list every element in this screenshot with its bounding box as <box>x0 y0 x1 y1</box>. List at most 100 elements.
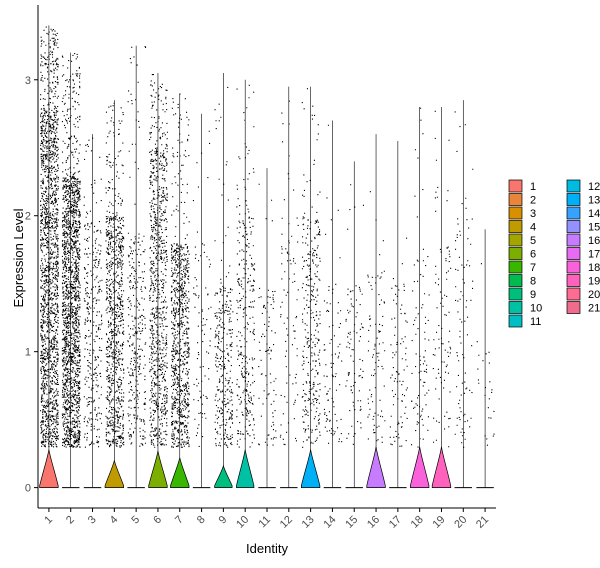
legend-item-6: 6 <box>508 247 536 261</box>
points-cluster-5 <box>127 46 147 447</box>
legend-label: 20 <box>588 289 600 301</box>
legend-label: 8 <box>530 276 536 288</box>
legend-item-17: 17 <box>566 247 600 261</box>
x-tick-label: 5 <box>129 514 142 527</box>
x-tick-label: 1 <box>42 514 55 527</box>
legend-swatch <box>508 274 523 287</box>
x-tick-label: 13 <box>300 514 317 531</box>
points-cluster-17 <box>389 237 408 447</box>
x-tick-label: 10 <box>234 514 251 531</box>
x-tick-label: 18 <box>409 514 426 531</box>
points-4 <box>105 102 125 448</box>
points-cluster-8 <box>192 130 212 447</box>
legend-item-15: 15 <box>566 220 600 234</box>
points-6 <box>149 74 168 448</box>
legend-label: 1 <box>530 181 536 193</box>
legend-item-5: 5 <box>508 233 536 247</box>
legend-item-19: 19 <box>566 274 600 288</box>
legend-swatch <box>566 206 581 220</box>
x-tick-label: 21 <box>474 514 491 531</box>
legend-label: 13 <box>588 195 600 207</box>
legend-label: 9 <box>530 289 536 301</box>
x-tick-label: 17 <box>387 514 404 531</box>
legend-label: 15 <box>588 222 600 234</box>
legend-swatch <box>508 314 523 328</box>
legend-swatch <box>566 193 581 206</box>
legend-swatch <box>566 260 581 274</box>
legend-label: 21 <box>588 303 600 315</box>
legend-swatch <box>566 179 581 193</box>
points-16 <box>367 191 386 443</box>
points-cluster-20 <box>454 111 474 448</box>
legend-swatch <box>508 206 523 220</box>
points-cluster-19 <box>432 110 452 448</box>
legend-item-1: 1 <box>508 179 536 193</box>
legend-item-8: 8 <box>508 274 536 288</box>
y-tick-label: 0 <box>25 483 31 495</box>
points-13 <box>301 88 321 448</box>
violin-9 <box>214 464 233 488</box>
x-tick-label: 11 <box>257 514 274 531</box>
legend-swatch <box>508 301 523 314</box>
points-cluster-7 <box>170 93 190 448</box>
legend-item-18: 18 <box>566 260 600 274</box>
points-cluster-2 <box>61 53 81 448</box>
x-tick-label: 6 <box>151 514 164 527</box>
points-9 <box>214 86 234 448</box>
points-cluster-9 <box>214 86 234 448</box>
x-tick-label: 8 <box>195 514 208 527</box>
y-tick-label: 2 <box>25 211 31 223</box>
x-tick-label: 19 <box>430 514 447 531</box>
violin-shapes <box>39 446 494 489</box>
points-cluster-18 <box>411 107 430 448</box>
x-tick-label: 12 <box>278 514 295 531</box>
y-tick-label: 3 <box>25 75 31 87</box>
legend-swatch <box>566 274 581 287</box>
x-tick-label: 2 <box>64 514 77 527</box>
points-3 <box>83 137 103 448</box>
jitter-points <box>40 26 495 448</box>
x-axis-title: Identity <box>246 541 288 556</box>
x-tick-label: 16 <box>365 514 382 531</box>
points-cluster-6 <box>149 74 168 448</box>
violin-lines <box>48 25 486 488</box>
x-tick-label: 9 <box>217 514 230 527</box>
points-12 <box>279 100 299 446</box>
legend-item-2: 2 <box>508 193 536 207</box>
legend-swatch <box>508 193 523 206</box>
legend-swatch <box>508 260 523 274</box>
violin-6 <box>148 450 168 488</box>
legend-item-9: 9 <box>508 287 536 301</box>
legend-item-12: 12 <box>566 179 600 193</box>
points-cluster-14 <box>323 124 343 444</box>
x-tick-label: 3 <box>86 514 99 527</box>
legend-label: 4 <box>530 222 536 234</box>
y-tick-label: 1 <box>25 347 31 359</box>
x-tick-label: 15 <box>343 514 360 531</box>
points-1 <box>40 26 59 448</box>
points-2 <box>61 53 81 448</box>
legend-label: 12 <box>588 181 600 193</box>
points-cluster-21 <box>476 263 495 446</box>
legend-swatch <box>566 247 581 260</box>
x-tick-label: 20 <box>452 514 469 531</box>
points-10 <box>236 84 256 448</box>
violin-7 <box>170 457 190 488</box>
legend-label: 6 <box>530 249 536 261</box>
legend-label: 2 <box>530 195 536 207</box>
points-cluster-12 <box>279 100 299 446</box>
legend-swatch <box>566 233 581 247</box>
points-cluster-1 <box>40 26 59 448</box>
x-tick-label: 14 <box>321 514 338 531</box>
legend-item-7: 7 <box>508 260 536 274</box>
legend-label: 3 <box>530 208 536 220</box>
points-20 <box>454 111 474 448</box>
legend-label: 19 <box>588 276 600 288</box>
points-5 <box>127 46 147 447</box>
y-axis-title: Expression Level <box>11 208 26 307</box>
legend-swatch <box>508 220 523 233</box>
legend-item-3: 3 <box>508 206 536 220</box>
x-tick-label: 7 <box>173 514 186 527</box>
